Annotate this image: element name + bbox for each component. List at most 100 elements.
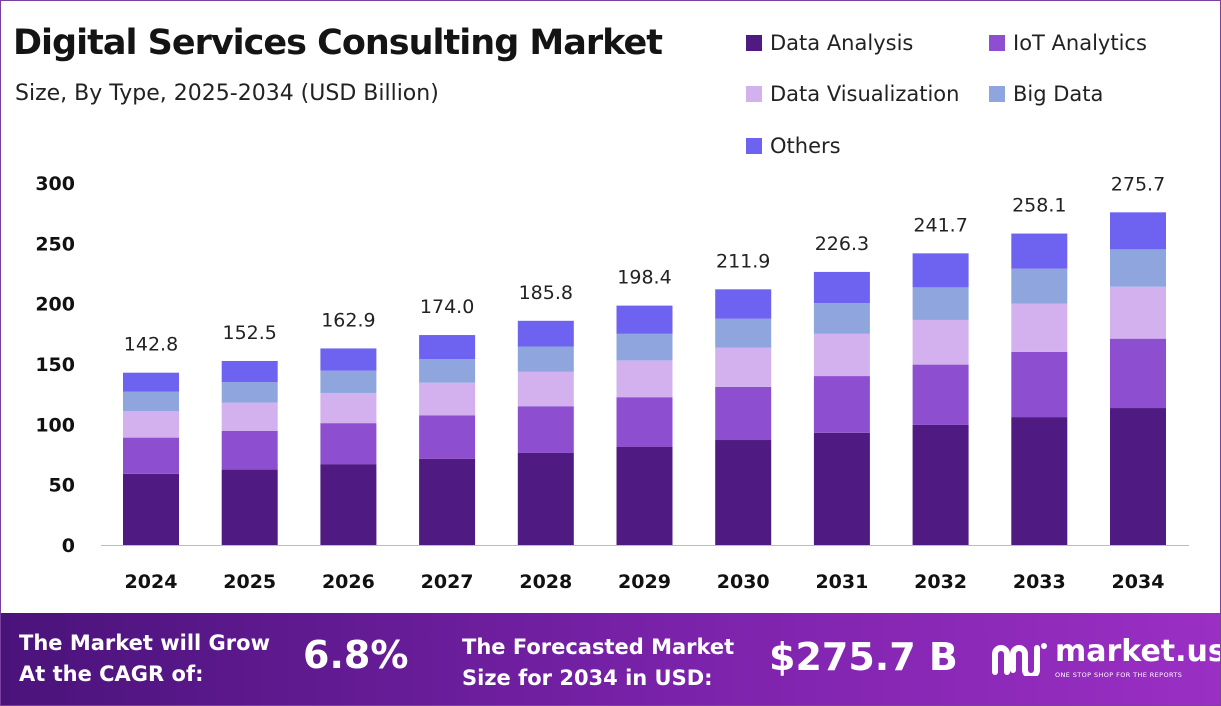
- bar-segment-big-data-2031: [813, 303, 870, 334]
- legend-swatch: [746, 138, 762, 154]
- bar-segment-data-visualization-2030: [715, 347, 772, 387]
- x-tick-label: 2029: [618, 571, 671, 593]
- brand-text: market.us ONE STOP SHOP FOR THE REPORTS: [1055, 634, 1221, 680]
- y-tick-label: 200: [35, 294, 75, 316]
- bar-segment-data-visualization-2029: [616, 360, 673, 398]
- chart-title: Digital Services Consulting Market: [13, 23, 663, 63]
- bar-segment-iot-analytics-2033: [1011, 351, 1068, 418]
- bar-segment-others-2027: [419, 335, 476, 360]
- bar-segment-data-analysis-2030: [715, 440, 772, 545]
- y-tick-label: 250: [35, 233, 75, 255]
- bar-segment-data-visualization-2031: [813, 333, 870, 377]
- bar-segment-others-2034: [1110, 212, 1166, 250]
- bar-segment-others-2025: [221, 360, 278, 383]
- brand-logo: market.us ONE STOP SHOP FOR THE REPORTS: [991, 634, 1221, 680]
- bar-segment-others-2031: [813, 271, 870, 304]
- bar-segment-data-visualization-2025: [221, 402, 278, 431]
- total-label-2027: 174.0: [420, 296, 474, 318]
- legend-item-data-analysis: Data Analysis: [746, 31, 913, 55]
- legend-item-others: Others: [746, 134, 841, 158]
- x-tick-label: 2028: [519, 571, 572, 593]
- bar-segment-data-visualization-2033: [1011, 303, 1068, 352]
- total-label-2033: 258.1: [1012, 195, 1066, 217]
- total-label-2026: 162.9: [321, 309, 375, 331]
- y-tick-label: 300: [35, 173, 75, 195]
- cagr-label: The Market will Grow At the CAGR of:: [19, 628, 270, 690]
- x-tick-label: 2027: [421, 571, 474, 593]
- footer-banner: The Market will Grow At the CAGR of: 6.8…: [1, 613, 1221, 705]
- legend-item-big-data: Big Data: [989, 82, 1103, 106]
- bar-segment-data-analysis-2025: [221, 469, 278, 545]
- legend-label: Big Data: [1013, 82, 1104, 106]
- legend-label: Others: [770, 134, 841, 158]
- bar-segment-data-analysis-2034: [1110, 408, 1166, 545]
- bar-segment-others-2024: [123, 372, 179, 392]
- legend-swatch: [989, 86, 1005, 102]
- bar-segment-big-data-2030: [715, 318, 772, 348]
- bar-segment-iot-analytics-2028: [517, 406, 574, 453]
- legend-label: Data Visualization: [770, 82, 960, 106]
- bar-segment-big-data-2028: [517, 346, 574, 372]
- bar-segment-others-2026: [320, 348, 377, 371]
- bar-segment-data-visualization-2028: [517, 371, 574, 407]
- y-tick-label: 0: [62, 535, 75, 557]
- chart-subtitle: Size, By Type, 2025-2034 (USD Billion): [15, 81, 439, 106]
- x-tick-label: 2033: [1013, 571, 1066, 593]
- legend-swatch: [746, 86, 762, 102]
- x-tick-label: 2030: [717, 571, 770, 593]
- total-label-2029: 198.4: [617, 267, 671, 289]
- bar-segment-big-data-2025: [221, 382, 278, 403]
- bar-segment-data-analysis-2031: [813, 432, 870, 545]
- stacked-bar-chart: 0 50 100 150 200 250 300 142.8 2024 152.5 2025 162.…: [35, 173, 1189, 593]
- forecast-label: The Forecasted Market Size for 2034 in U…: [462, 632, 734, 694]
- bar-segment-iot-analytics-2032: [912, 364, 969, 425]
- total-label-2030: 211.9: [716, 250, 770, 272]
- bar-segment-others-2032: [912, 253, 969, 288]
- forecast-label-line1: The Forecasted Market: [462, 635, 735, 659]
- bar-segment-data-analysis-2026: [320, 464, 377, 545]
- bar-segment-data-visualization-2032: [912, 319, 969, 365]
- bar-segment-big-data-2033: [1011, 268, 1068, 304]
- bar-segment-iot-analytics-2029: [616, 397, 673, 447]
- y-tick-label: 50: [49, 475, 75, 497]
- legend-label: IoT Analytics: [1013, 31, 1147, 55]
- cagr-value: 6.8%: [303, 633, 409, 677]
- bar-segment-others-2029: [616, 305, 673, 334]
- total-label-2034: 275.7: [1111, 173, 1165, 195]
- bar-segment-big-data-2027: [419, 359, 476, 383]
- bar-segment-others-2030: [715, 289, 772, 319]
- x-tick-label: 2026: [322, 571, 375, 593]
- bar-segment-data-visualization-2026: [320, 392, 377, 424]
- brand-name: market.us: [1055, 634, 1221, 669]
- legend-item-data-visualization: Data Visualization: [746, 82, 959, 106]
- legend-swatch: [746, 35, 762, 51]
- bar-segment-others-2033: [1011, 233, 1068, 269]
- total-label-2025: 152.5: [222, 322, 276, 344]
- bar-segment-big-data-2034: [1110, 249, 1166, 287]
- bar-segment-iot-analytics-2034: [1110, 338, 1166, 409]
- bar-segment-iot-analytics-2031: [813, 376, 870, 433]
- bar-segment-big-data-2032: [912, 287, 969, 320]
- total-label-2028: 185.8: [519, 282, 573, 304]
- bar-segment-big-data-2024: [123, 391, 179, 412]
- bar-segment-data-analysis-2024: [123, 473, 179, 545]
- forecast-label-line2: Size for 2034 in USD:: [462, 666, 713, 690]
- bar-segment-big-data-2029: [616, 333, 673, 361]
- bar-segment-iot-analytics-2030: [715, 386, 772, 441]
- bar-segment-iot-analytics-2027: [419, 415, 476, 459]
- x-tick-label: 2032: [914, 571, 967, 593]
- bar-segment-big-data-2026: [320, 370, 377, 393]
- legend-item-iot-analytics: IoT Analytics: [989, 31, 1147, 55]
- bar-segment-data-visualization-2034: [1110, 286, 1166, 339]
- bar-segment-data-analysis-2029: [616, 446, 673, 545]
- bar-segment-data-analysis-2027: [419, 458, 476, 545]
- bar-segment-iot-analytics-2026: [320, 423, 377, 465]
- bar-segment-iot-analytics-2025: [221, 430, 278, 470]
- y-tick-label: 100: [35, 414, 75, 436]
- bar-segment-data-analysis-2028: [517, 452, 574, 545]
- bar-segment-data-analysis-2032: [912, 424, 969, 545]
- total-label-2024: 142.8: [124, 334, 178, 356]
- bar-segment-iot-analytics-2024: [123, 437, 179, 474]
- forecast-value: $275.7 B: [769, 635, 958, 679]
